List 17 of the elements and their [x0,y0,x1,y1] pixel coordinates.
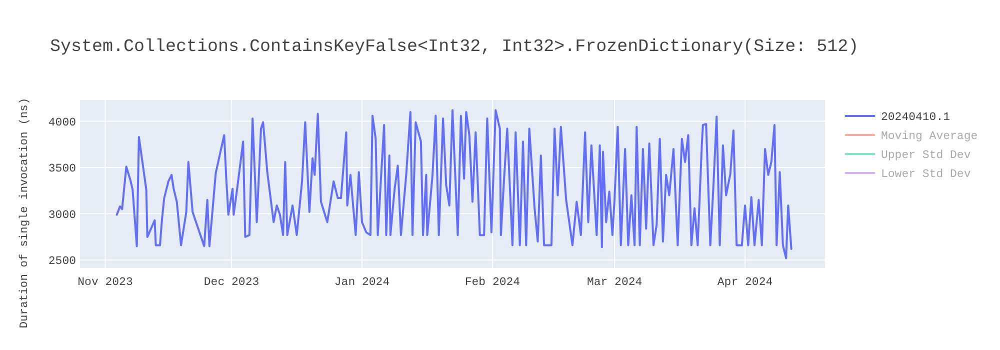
y-tick-label: 4000 [48,116,76,130]
legend-label: Lower Std Dev [881,168,971,181]
x-tick-label: Mar 2024 [586,276,642,289]
legend-label: 20240410.1 [881,111,950,124]
x-tick-label: Feb 2024 [464,276,520,289]
chart-title: System.Collections.ContainsKeyFalse<Int32, Int32>.FrozenDictionary(Size: 512) [50,37,859,57]
y-tick-label: 3000 [48,208,76,222]
y-axis-title: Duration of single invocation (ns) [18,98,31,328]
y-tick-label: 3500 [48,162,76,176]
x-tick-label: Apr 2024 [717,276,773,289]
x-tick-label: Dec 2023 [204,276,260,289]
x-tick-label: Nov 2023 [78,276,133,289]
y-tick-label: 2500 [48,255,76,268]
legend-label: Moving Average [881,130,978,143]
legend-label: Upper Std Dev [881,149,971,162]
line-series [116,109,792,260]
x-tick-label: Jan 2024 [334,276,390,289]
